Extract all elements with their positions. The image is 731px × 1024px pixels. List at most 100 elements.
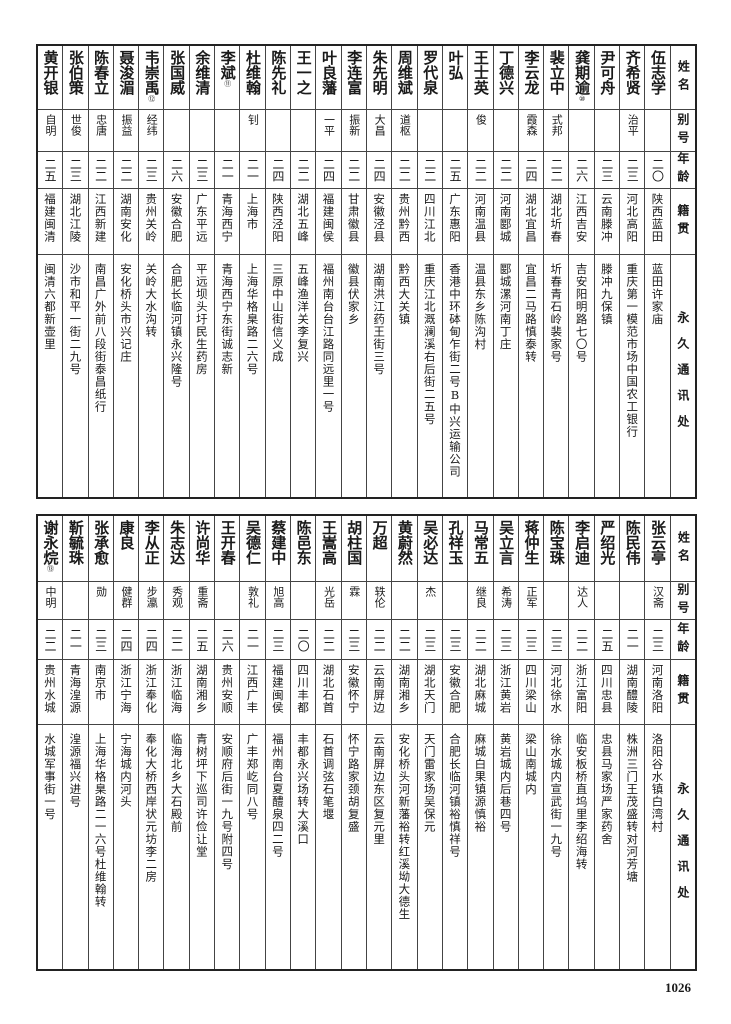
person-record: 严绍光 二五 四川忠县 忠县马家场严家药舍 — [593, 516, 620, 969]
cell-name-text: 王士英 — [471, 50, 490, 95]
person-record: 裴立中 式邦 二二 湖北圻春 圻春青石岭裴家号 — [543, 46, 569, 497]
cell-age-text: 二二 — [473, 158, 488, 182]
cell-address: 株洲三门王茂盛转对河芳塘 — [620, 725, 644, 969]
cell-name: 裴立中 — [544, 46, 569, 110]
cell-age-text: 二四 — [270, 158, 285, 182]
cell-alias — [189, 110, 215, 152]
cell-origin: 湖南湘乡 — [392, 660, 417, 725]
cell-alias — [544, 582, 569, 620]
cell-name: 罗代泉 — [417, 46, 442, 110]
cell-name-text: 黄开银 — [41, 50, 60, 95]
cell-address-text: 青树坪下巡司许俭让堂 — [194, 733, 209, 858]
cell-origin: 江西广丰 — [240, 660, 265, 725]
cell-origin: 浙江富阳 — [569, 660, 594, 725]
cell-name: 许尚华 — [189, 516, 215, 582]
cell-origin-text: 云南屏边 — [372, 664, 387, 714]
cell-age-text: 二三 — [346, 627, 361, 652]
cell-origin: 贵州安顺 — [215, 660, 240, 725]
cell-alias: 重斋 — [189, 582, 215, 620]
cell-alias: 世俊 — [63, 110, 88, 152]
cell-address-text: 上海华格臬路二六号 — [245, 263, 260, 376]
cell-name: 黄开银 — [37, 46, 63, 110]
cell-alias: 勋 — [88, 582, 113, 620]
cell-origin-text: 四川丰都 — [296, 664, 311, 714]
cell-age: 二二 — [468, 152, 493, 189]
cell-name-text: 王开春 — [218, 520, 237, 565]
cell-alias-text: 一平 — [322, 114, 336, 136]
cell-origin: 湖北五峰 — [291, 189, 316, 255]
cell-alias: 汉斋 — [645, 582, 670, 620]
person-record: 许尚华 重斋二五湖南湘乡青树坪下巡司许俭让堂 — [188, 516, 215, 969]
cell-origin: 四川忠县 — [594, 660, 620, 725]
person-record: 张承愈勋二三 南京市 上海华格臬路二一六号杜维翰转 — [87, 516, 113, 969]
cell-origin-text: 福建闽清 — [43, 193, 58, 243]
cell-alias-text: 步瀛 — [145, 586, 159, 608]
cell-address: 黄岩城内后巷四号 — [494, 725, 518, 969]
cell-age-text: 二三 — [68, 158, 83, 182]
cell-name: 叶弘 — [442, 46, 468, 110]
cell-origin-text: 湖北天门 — [422, 664, 437, 714]
cell-age: 二三 — [493, 620, 518, 660]
cell-age: 二三 — [544, 620, 569, 660]
cell-origin: 浙江奉化 — [139, 660, 164, 725]
cell-alias-text: 振新 — [347, 114, 361, 136]
cell-age-text: 二三 — [650, 627, 665, 652]
cell-name: 胡柱国 — [341, 516, 366, 582]
cell-name-text: 陈邑东 — [294, 520, 313, 565]
cell-origin-text: 湖南湘乡 — [194, 664, 209, 714]
cell-name: 王嵩高 — [316, 516, 341, 582]
cell-name: 张云亭 — [645, 516, 670, 582]
cell-name-text: 张云亭 — [649, 520, 668, 565]
person-record: 王开春 二六 贵州安顺 安顺府后街一九号附四号 — [214, 516, 240, 969]
person-record: 陈民伟 二一 湖南醴陵 株洲三门王茂盛转对河芳塘 — [619, 516, 645, 969]
cell-alias-text: 旭高 — [271, 586, 285, 608]
cell-alias — [417, 110, 442, 152]
cell-age: 二三 — [594, 152, 620, 189]
cell-address: 徐水城内宣武街一九号 — [544, 725, 568, 969]
cell-age: 二二 — [468, 620, 493, 660]
cell-address-text: 关岭大水沟转 — [144, 263, 159, 338]
cell-name-text: 周维斌 — [395, 50, 414, 95]
cell-name: 王开春 — [215, 516, 240, 582]
cell-alias: 继良 — [468, 582, 493, 620]
cell-address: 郾城漯河南丁庄 — [494, 255, 518, 497]
cell-age-text: 二二 — [169, 627, 184, 652]
cell-address-text: 蓝田许家庙 — [650, 263, 665, 326]
cell-address-text: 南昌广外前八段街泰昌纸行 — [93, 263, 108, 413]
cell-alias: 步瀛 — [139, 582, 164, 620]
cell-origin-text: 安徽怀宁 — [346, 664, 361, 714]
person-record: 朱先明 大昌 二四 安徽泾县 湖南洪江药王街三号 — [365, 46, 392, 497]
cell-origin-text: 陕西蓝田 — [650, 193, 665, 243]
header-alias: 别号 — [670, 582, 695, 620]
cell-origin: 贵州黔西 — [392, 189, 417, 255]
cell-name: 陈春立 — [88, 46, 113, 110]
cell-address-text: 丰都永兴场转大溪口 — [296, 733, 311, 846]
person-record: 王士英俊二二 河南温县 温县东乡陈沟村 — [467, 46, 493, 497]
cell-origin-text: 陕西泾阳 — [270, 193, 285, 243]
cell-address: 香港中环砵甸乍街二号B中兴运输公司 — [443, 255, 467, 497]
cell-name: 吴必达 — [417, 516, 442, 582]
cell-age-text: 二二 — [372, 627, 387, 652]
cell-origin: 云南屏边 — [366, 660, 392, 725]
cell-origin: 湖北江陵 — [63, 189, 88, 255]
cell-alias: 自明 — [37, 110, 63, 152]
cell-name-text: 张承愈 — [92, 520, 111, 565]
cell-name-text: 陈先礼 — [269, 50, 288, 95]
cell-alias — [620, 582, 645, 620]
header-age: 年龄 — [670, 620, 695, 660]
cell-alias-text: 经纬 — [145, 114, 159, 136]
cell-age: 二三 — [265, 620, 290, 660]
cell-address-text: 天门雷家场吴保元 — [422, 733, 437, 833]
cell-age-text: 二二 — [549, 158, 564, 182]
cell-address-text: 闽清六都新壶里 — [43, 263, 58, 351]
person-record: 韦崇禹 ⑫ 经纬 二三 贵州关岭 关岭大水沟转 — [138, 46, 164, 497]
cell-age: 二一 — [240, 620, 265, 660]
cell-address: 丰都永兴场转大溪口 — [291, 725, 315, 969]
cell-alias: 希涛 — [493, 582, 518, 620]
cell-alias: 大昌 — [366, 110, 392, 152]
header-address: 永久通讯处 — [671, 725, 695, 969]
cell-age-text: 二五 — [194, 627, 209, 652]
cell-alias-text: 忠唐 — [94, 114, 108, 136]
cell-address-text: 安化桥头河新藩裕转红溪坳大德生 — [397, 733, 412, 921]
cell-name: 王士英 — [468, 46, 493, 110]
